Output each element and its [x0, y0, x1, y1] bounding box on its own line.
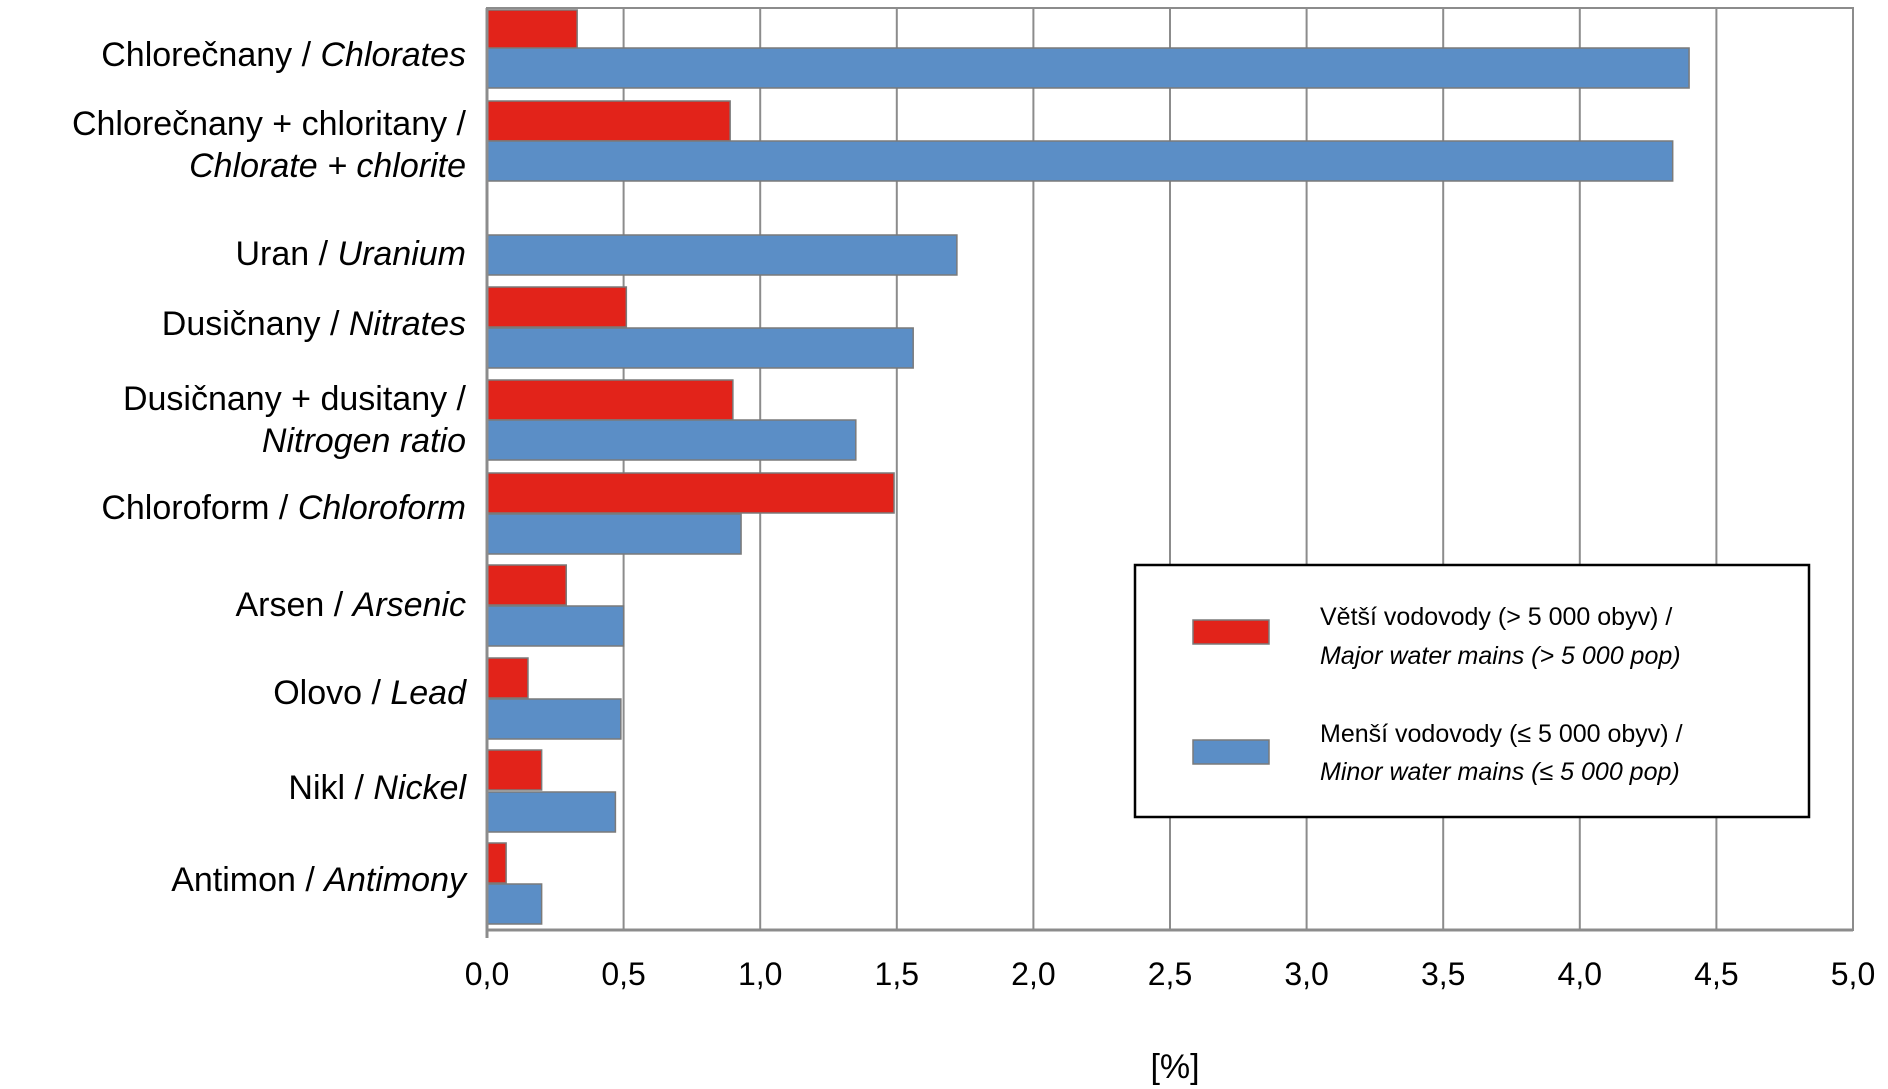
- x-tick-label: 3,5: [1421, 956, 1465, 992]
- category-label: Olovo / Lead: [273, 674, 467, 712]
- legend-box: [1133, 563, 1811, 819]
- category-label: Chlorečnany + chloritany /: [72, 105, 467, 143]
- category-labels: Chlorečnany / Chlorates Chlorečnany + chl…: [72, 36, 468, 899]
- legend-label: Větší vodovody (> 5 000 obyv) /: [1320, 603, 1672, 631]
- bar-major: [486, 749, 543, 791]
- bar-minor: [486, 698, 622, 740]
- x-tick-label: 5,0: [1831, 956, 1875, 992]
- bar-minor: [486, 327, 914, 369]
- bar-minor: [486, 513, 742, 555]
- bar-minor: [486, 883, 543, 925]
- axes: [485, 7, 1854, 938]
- x-tick-label: 3,0: [1284, 956, 1328, 992]
- category-label: Nikl / Nickel: [288, 769, 467, 807]
- x-tick-labels: 0,0 0,5 1,0 1,5 2,0 2,5 3,0 3,5 4,0 4,5 5,0: [465, 956, 1875, 992]
- legend-label: Major water mains (> 5 000 pop): [1320, 642, 1681, 670]
- bar-minor: [486, 419, 857, 461]
- legend-swatch: [1192, 739, 1270, 765]
- bar-minor: [486, 605, 625, 647]
- legend-label: Minor water mains (≤ 5 000 pop): [1320, 758, 1680, 786]
- category-label: Chlorate + chlorite: [189, 147, 466, 185]
- x-tick-label: 0,0: [465, 956, 509, 992]
- bar-minor: [486, 47, 1690, 89]
- x-tick-label: 4,0: [1558, 956, 1602, 992]
- category-label: Nitrogen ratio: [262, 422, 466, 460]
- bars: [486, 9, 1690, 925]
- bar-minor: [486, 140, 1674, 182]
- bar-minor: [486, 791, 617, 833]
- legend: Větší vodovody (> 5 000 obyv) / Major wat…: [1133, 563, 1811, 819]
- bar-major: [486, 379, 734, 421]
- x-tick-label: 2,5: [1148, 956, 1192, 992]
- bar-major: [486, 564, 567, 606]
- category-label: Uran / Uranium: [235, 235, 466, 273]
- category-label: Antimon / Antimony: [171, 861, 468, 899]
- x-tick-label: 0,5: [601, 956, 645, 992]
- category-label: Arsen / Arsenic: [235, 586, 466, 624]
- bar-major: [486, 9, 578, 51]
- x-tick-label: 1,0: [738, 956, 782, 992]
- bar-major: [486, 286, 628, 328]
- bar-major: [486, 842, 507, 884]
- category-label: Dusičnany / Nitrates: [162, 305, 466, 343]
- category-label: Dusičnany + dusitany /: [123, 380, 467, 418]
- bar-minor: [486, 234, 958, 276]
- bar-major: [486, 472, 895, 514]
- x-axis-title: [%]: [1150, 1048, 1199, 1086]
- x-tick-label: 4,5: [1694, 956, 1738, 992]
- bar-major: [486, 657, 529, 699]
- category-label: Chlorečnany / Chlorates: [101, 36, 466, 74]
- x-tick-label: 2,0: [1011, 956, 1055, 992]
- bar-major: [486, 100, 731, 142]
- category-label: Chloroform / Chloroform: [101, 489, 466, 527]
- legend-swatch: [1192, 619, 1270, 645]
- legend-label: Menší vodovody (≤ 5 000 obyv) /: [1320, 720, 1683, 748]
- x-tick-label: 1,5: [875, 956, 919, 992]
